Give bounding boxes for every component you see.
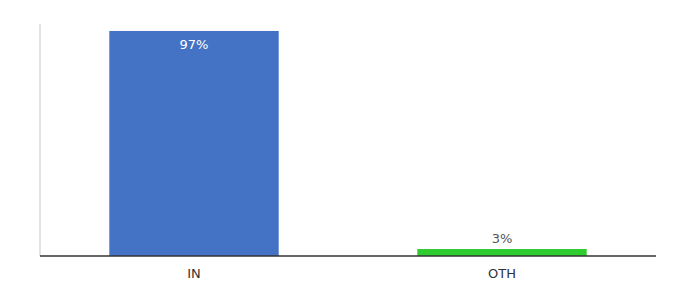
data-label: 3% [492, 231, 513, 246]
y-axis-line [40, 24, 41, 256]
x-tick-label: IN [187, 266, 201, 281]
chart-svg: 97% 3% IN OTH [0, 0, 680, 300]
data-label: 97% [180, 37, 209, 52]
x-tick-label: OTH [488, 266, 516, 281]
bars [109, 31, 586, 256]
bar [109, 31, 278, 256]
x-axis-line [40, 255, 656, 257]
chart-container: 97% 3% IN OTH [0, 0, 680, 300]
bar [417, 249, 586, 256]
